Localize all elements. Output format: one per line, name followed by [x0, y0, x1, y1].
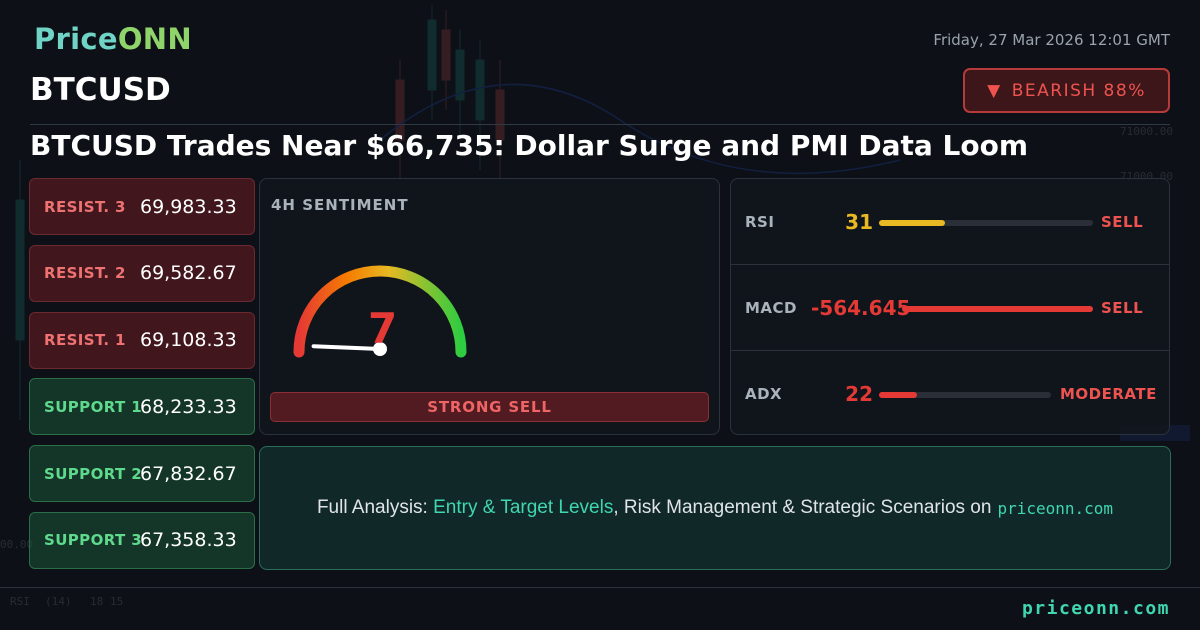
- svg-text:18: 18: [90, 595, 103, 608]
- level-label: SUPPORT 3: [44, 531, 143, 550]
- level-value: 69,983.33: [140, 195, 237, 218]
- sentiment-panel: 4H SENTIMENT 7 STRONG SELL: [259, 178, 720, 435]
- indicator-value: 31: [845, 210, 873, 234]
- headline: BTCUSD Trades Near $66,735: Dollar Surge…: [30, 129, 1029, 162]
- logo-onn-text: ONN: [117, 22, 192, 56]
- badge-label: BEARISH 88%: [1011, 80, 1146, 101]
- indicator-fill: [879, 392, 917, 398]
- logo-price-text: Price: [34, 22, 118, 56]
- priceonn-logo: PriceONN: [34, 22, 192, 56]
- indicator-signal: SELL: [1101, 299, 1144, 317]
- svg-text:15: 15: [110, 595, 123, 608]
- triangle-down-icon: ▼: [987, 80, 1002, 101]
- gauge-arc: [293, 265, 467, 358]
- level-value: 68,233.33: [140, 395, 237, 418]
- indicator-name: RSI: [745, 213, 775, 231]
- symbol-title: BTCUSD: [30, 72, 171, 108]
- footer-divider: [0, 587, 1200, 588]
- cta-middle: , Risk Management & Strategic Scenarios …: [613, 497, 992, 518]
- indicator-track: [879, 392, 1051, 398]
- level-value: 67,832.67: [140, 462, 237, 485]
- indicator-name: MACD: [745, 299, 797, 317]
- indicators-panel: RSI 31 SELL MACD -564.645 SELL ADX 22 MO…: [730, 178, 1170, 435]
- header-divider: [30, 124, 1170, 125]
- level-label: SUPPORT 2: [44, 464, 143, 483]
- cta-prefix: Full Analysis:: [316, 497, 428, 518]
- indicator-row-adx: ADX 22 MODERATE: [731, 351, 1169, 437]
- level-label: RESIST. 2: [44, 264, 126, 283]
- level-support-3: SUPPORT 3 67,358.33: [29, 511, 255, 569]
- level-value: 69,108.33: [140, 329, 237, 352]
- indicator-row-macd: MACD -564.645 SELL: [731, 265, 1169, 351]
- sentiment-score: 7: [368, 304, 398, 353]
- gauge-needle: [311, 344, 382, 351]
- sentiment-gauge: [293, 265, 467, 358]
- level-value: 69,582.67: [140, 262, 237, 285]
- level-value: 67,358.33: [140, 529, 237, 552]
- indicator-value: -564.645: [811, 296, 911, 320]
- svg-text:(14): (14): [45, 595, 72, 608]
- indicator-signal: SELL: [1101, 213, 1144, 231]
- cta-site-link[interactable]: priceonn.com: [997, 498, 1114, 518]
- level-resist-3: RESIST. 3 69,983.33: [29, 178, 255, 235]
- level-resist-2: RESIST. 2 69,582.67: [29, 244, 255, 302]
- level-support-2: SUPPORT 2 67,832.67: [29, 445, 255, 503]
- level-support-1: SUPPORT 1 68,233.33: [29, 378, 255, 436]
- indicator-fill: [879, 220, 946, 226]
- sentiment-title: 4H SENTIMENT: [271, 196, 409, 214]
- svg-text:00.00: 00.00: [0, 538, 33, 551]
- indicator-name: ADX: [745, 385, 783, 403]
- indicator-track: [902, 306, 1093, 312]
- full-analysis-banner[interactable]: Full Analysis: Entry & Target Levels, Ri…: [259, 446, 1171, 570]
- level-label: RESIST. 3: [44, 197, 126, 216]
- svg-text:71000.00: 71000.00: [1120, 125, 1173, 138]
- price-levels: RESIST. 3 69,983.33 RESIST. 2 69,582.67 …: [29, 178, 255, 579]
- indicator-row-rsi: RSI 31 SELL: [731, 179, 1169, 265]
- level-label: RESIST. 1: [44, 331, 126, 350]
- indicator-value: 22: [845, 382, 873, 406]
- svg-text:RSI: RSI: [10, 595, 30, 608]
- level-resist-1: RESIST. 1 69,108.33: [29, 311, 255, 369]
- bearish-badge: ▼ BEARISH 88%: [963, 68, 1170, 113]
- indicator-track: [879, 220, 1093, 226]
- indicator-signal: MODERATE: [1060, 385, 1157, 403]
- level-label: SUPPORT 1: [44, 397, 143, 416]
- footer-site-link[interactable]: priceonn.com: [1021, 598, 1170, 619]
- cta-highlight: Entry & Target Levels: [433, 497, 614, 518]
- timestamp: Friday, 27 Mar 2026 12:01 GMT: [933, 31, 1170, 49]
- sentiment-verdict: STRONG SELL: [270, 392, 709, 422]
- gauge-hub: [373, 342, 387, 356]
- indicator-fill: [902, 306, 1093, 312]
